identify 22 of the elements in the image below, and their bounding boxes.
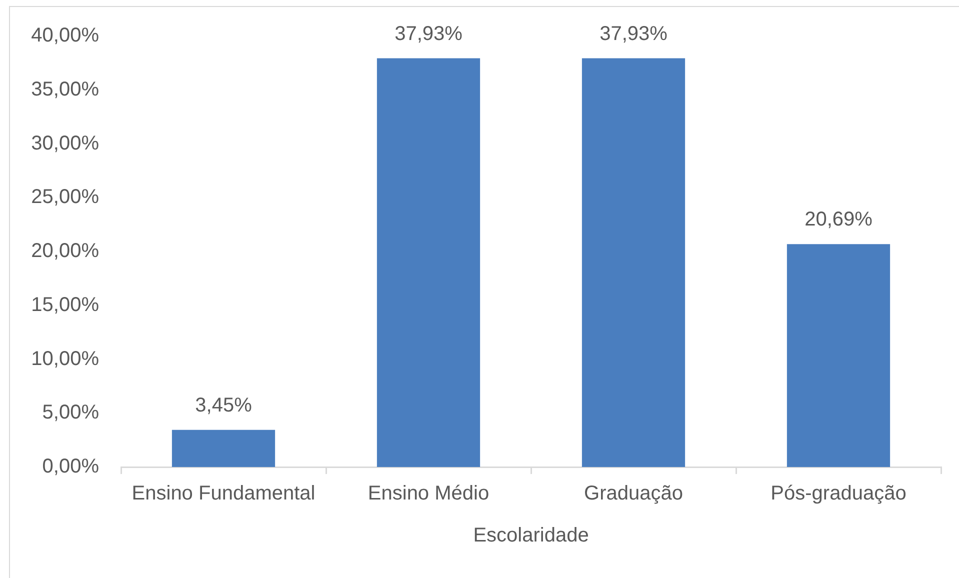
y-tick-label: 5,00% (42, 402, 100, 424)
x-tick-label: Ensino Fundamental (132, 482, 316, 505)
x-tick-label: Pós-graduação (770, 482, 906, 505)
data-label: 20,69% (804, 208, 873, 231)
y-tick-label: 20,00% (31, 240, 100, 262)
y-tick-label: 35,00% (31, 78, 100, 100)
y-tick-label: 10,00% (31, 348, 100, 370)
data-label: 3,45% (195, 394, 252, 416)
y-tick-label: 0,00% (42, 456, 100, 478)
bar (172, 430, 276, 467)
data-label: 37,93% (600, 22, 668, 45)
x-tick-label: Graduação (584, 482, 683, 505)
bar (376, 58, 480, 467)
y-tick-label: 30,00% (31, 132, 100, 154)
bar (582, 58, 686, 467)
y-tick-label: 15,00% (31, 294, 100, 316)
bar (786, 244, 890, 467)
x-axis-title: Escolaridade (473, 524, 589, 547)
x-tick-label: Ensino Médio (368, 482, 490, 505)
data-label: 37,93% (394, 22, 463, 45)
y-tick-label: 25,00% (31, 186, 100, 208)
y-tick-label: 40,00% (31, 24, 100, 47)
